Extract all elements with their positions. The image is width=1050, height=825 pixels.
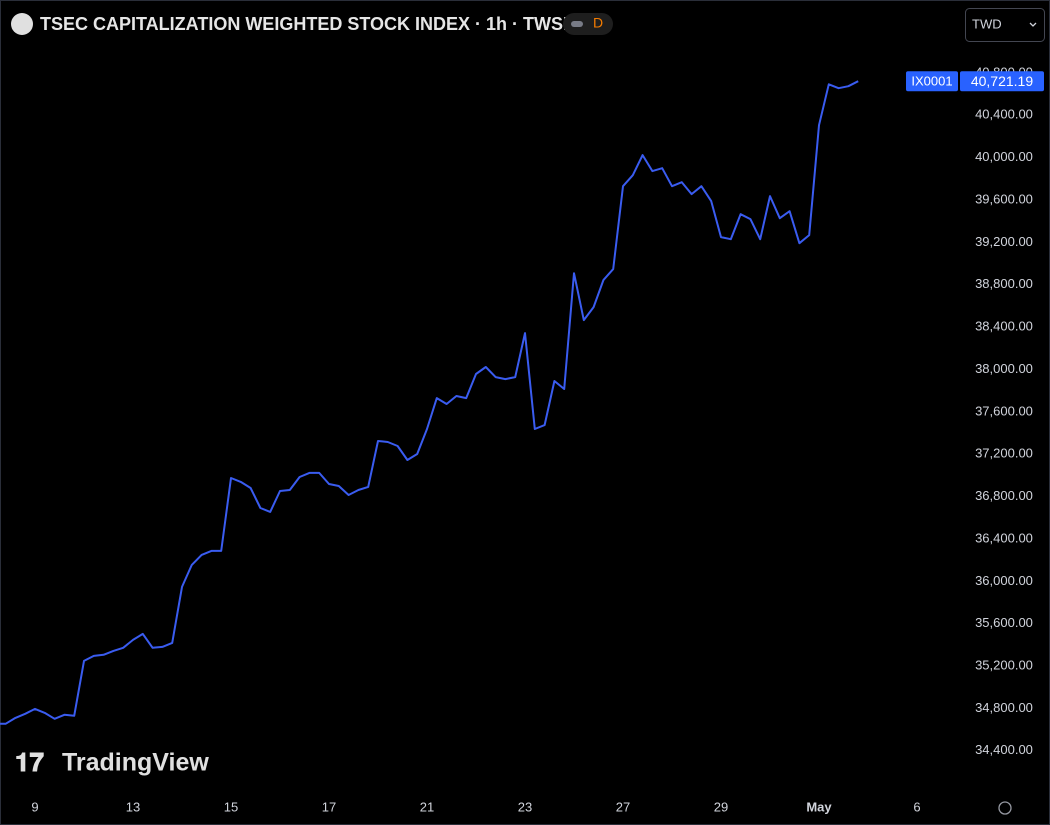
price-tag-text: 40,721.19 — [971, 73, 1033, 89]
y-tick-label: 34,800.00 — [975, 700, 1033, 715]
x-tick-label: 15 — [224, 799, 238, 814]
y-tick-label: 36,400.00 — [975, 530, 1033, 545]
y-tick-label: 35,200.00 — [975, 657, 1033, 672]
y-tick-label: 39,600.00 — [975, 191, 1033, 206]
price-line — [0, 80, 859, 725]
x-tick-label: 6 — [913, 799, 920, 814]
dropdown-arrow — [1029, 22, 1037, 27]
y-tick-label: 35,600.00 — [975, 615, 1033, 630]
x-tick-label: 13 — [126, 799, 140, 814]
x-tick-label: May — [806, 799, 832, 814]
chart-title[interactable]: TSEC CAPITALIZATION WEIGHTED STOCK INDEX… — [40, 14, 575, 34]
x-tick-label: 21 — [420, 799, 434, 814]
settings-icon[interactable] — [998, 801, 1012, 815]
x-tick-label: 27 — [616, 799, 630, 814]
y-tick-label: 38,000.00 — [975, 361, 1033, 376]
symbol-tag-text: IX0001 — [911, 74, 952, 89]
y-tick-label: 40,000.00 — [975, 149, 1033, 164]
symbol-icon[interactable] — [11, 13, 33, 35]
y-tick-label: 38,800.00 — [975, 276, 1033, 291]
x-tick-label: 9 — [31, 799, 38, 814]
y-tick-label: 39,200.00 — [975, 234, 1033, 249]
badge-icon — [571, 21, 583, 27]
y-tick-label: 34,400.00 — [975, 742, 1033, 757]
symbol-tag — [906, 71, 958, 92]
y-tick-label: 37,200.00 — [975, 446, 1033, 461]
y-tick-label: 40,400.00 — [975, 107, 1033, 122]
currency-select[interactable] — [965, 8, 1045, 42]
y-tick-label: 36,000.00 — [975, 573, 1033, 588]
badge-text: D — [593, 15, 603, 31]
watermark-logo: 𝟏𝟕 — [15, 747, 44, 777]
x-tick-label: 17 — [322, 799, 336, 814]
watermark: TradingView — [62, 749, 209, 777]
currency-text: TWD — [972, 16, 1002, 31]
y-tick-label: 36,800.00 — [975, 488, 1033, 503]
price-tag — [960, 71, 1044, 92]
status-badge[interactable] — [563, 13, 613, 35]
plot-area — [0, 80, 859, 725]
y-tick-label: 38,400.00 — [975, 319, 1033, 334]
y-tick-label: 37,600.00 — [975, 403, 1033, 418]
x-tick-label: 29 — [714, 799, 728, 814]
x-tick-label: 23 — [518, 799, 532, 814]
